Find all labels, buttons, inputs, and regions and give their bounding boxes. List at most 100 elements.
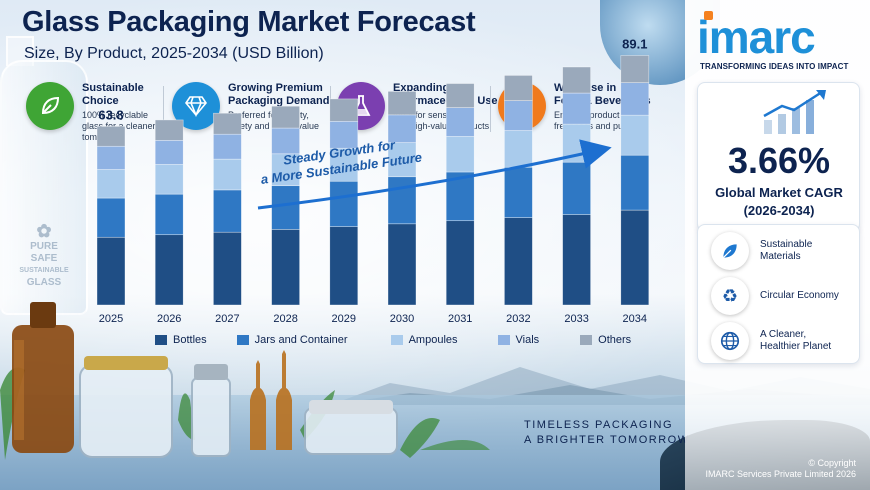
- x-tick-label-2025: 2025: [99, 313, 123, 325]
- bar-segment-ampoules-2027: [213, 158, 242, 191]
- bar-segment-others-2032: [504, 75, 533, 101]
- leaf-icon: [26, 82, 74, 130]
- bar-segment-others-2033: [562, 66, 591, 94]
- cagr-label-line-1: Global Market CAGR: [715, 185, 843, 200]
- bar-segment-bottles-2031: [445, 220, 475, 306]
- bar-segment-vials-2025: [96, 145, 126, 170]
- legend-swatch: [497, 335, 510, 345]
- cagr-label-line-2: (2026-2034): [743, 203, 815, 218]
- legend-label: Bottles: [173, 334, 207, 346]
- timeless-line-2: A BRIGHTER TOMORROW: [524, 434, 690, 446]
- bar-segment-vials-2032: [504, 100, 533, 131]
- bar-segment-jars-and-container-2025: [96, 197, 126, 238]
- bar-segment-vials-2033: [562, 92, 591, 125]
- bar-segment-bottles-2029: [329, 226, 359, 306]
- timeless-tagline: TIMELESS PACKAGING A BRIGHTER TOMORROW: [524, 418, 690, 448]
- bar-segment-bottles-2034: [620, 209, 650, 306]
- emblem-line-2: SAFE: [30, 253, 58, 264]
- bar-segment-ampoules-2031: [445, 136, 475, 173]
- bar-segment-others-2031: [445, 83, 475, 108]
- bar-segment-jars-and-container-2033: [562, 161, 591, 215]
- legend-label: Vials: [515, 334, 540, 346]
- glass-products-decoration: [0, 302, 490, 460]
- x-tick-label-2030: 2030: [390, 313, 414, 325]
- bar-segment-vials-2031: [445, 107, 475, 137]
- leaf-icon: [711, 232, 749, 270]
- copyright-line-2: IMARC Services Private Limited 2026: [705, 469, 856, 479]
- logo-dot-icon: [704, 11, 713, 20]
- bar-segment-others-2026: [154, 119, 184, 141]
- benefit-circular-economy: ♻ Circular Economy: [711, 277, 839, 315]
- bar-segment-ampoules-2032: [504, 130, 533, 168]
- leaf-icon: ✿: [36, 221, 52, 241]
- bar-segment-vials-2029: [329, 121, 359, 149]
- copyright-notice: © Copyright IMARC Services Private Limit…: [705, 458, 856, 480]
- bar-segment-ampoules-2034: [620, 114, 650, 156]
- x-tick-label-2033: 2033: [564, 313, 588, 325]
- bar-segment-ampoules-2029: [329, 147, 359, 182]
- growth-bars-icon: [763, 90, 826, 134]
- benefit-cleaner-planet: A Cleaner, Healthier Planet: [711, 322, 831, 360]
- bar-segment-others-2028: [271, 105, 300, 129]
- timeless-line-1: TIMELESS PACKAGING: [524, 419, 674, 431]
- bar-segment-others-2030: [387, 91, 417, 116]
- page-subtitle: Size, By Product, 2025-2034 (USD Billion…: [24, 45, 324, 62]
- imarc-logo: imarc: [697, 11, 816, 63]
- legend-item: Bottles: [155, 334, 207, 346]
- cagr-label: Global Market CAGR (2026-2034): [700, 184, 858, 220]
- legend-swatch: [580, 335, 593, 345]
- feature-divider: [490, 86, 491, 132]
- bar-segment-ampoules-2025: [96, 169, 126, 199]
- feature-title: Sustainable Choice: [82, 82, 144, 107]
- chart-legend: Bottles Jars and Container Ampoules Vial…: [155, 334, 661, 346]
- bar-segment-bottles-2027: [213, 231, 242, 306]
- x-tick-label-2031: 2031: [448, 313, 472, 325]
- emblem-line-3: SUSTAINABLE: [19, 267, 69, 274]
- legend-label: Ampoules: [408, 334, 458, 346]
- bar-segment-jars-and-container-2034: [620, 154, 650, 211]
- bar-segment-vials-2034: [620, 82, 650, 116]
- cagr-value: 3.66%: [727, 140, 831, 181]
- legend-swatch: [155, 335, 167, 345]
- benefit-label: Sustainable Materials: [760, 239, 813, 262]
- globe-icon: [711, 322, 749, 360]
- bar-segment-others-2034: [620, 55, 650, 83]
- bar-segment-bottles-2026: [154, 234, 184, 306]
- legend-item: Jars and Container: [236, 334, 348, 346]
- bar-segment-ampoules-2030: [387, 142, 417, 178]
- bar-segment-jars-and-container-2029: [329, 180, 359, 227]
- feature-title: Growing Premium Packaging Demand: [228, 82, 330, 107]
- bar-segment-others-2025: [96, 126, 126, 147]
- bar-segment-bottles-2033: [562, 214, 591, 306]
- bar-segment-bottles-2028: [271, 229, 300, 306]
- x-tick-label-2026: 2026: [157, 313, 181, 325]
- bar-segment-vials-2026: [154, 140, 184, 165]
- brand-tagline: TRANSFORMING IDEAS INTO IMPACT: [700, 62, 849, 71]
- bar-segment-jars-and-container-2030: [387, 176, 417, 225]
- bar-segment-vials-2027: [213, 133, 242, 160]
- legend-swatch: [236, 335, 249, 345]
- bar-segment-vials-2028: [271, 127, 300, 155]
- x-tick-label-2034: 2034: [623, 313, 647, 325]
- x-tick-label-2029: 2029: [332, 313, 356, 325]
- bar-segment-jars-and-container-2028: [271, 185, 300, 230]
- recycle-icon: ♻: [711, 277, 749, 315]
- bar-segment-ampoules-2026: [154, 164, 184, 195]
- page-title: Glass Packaging Market Forecast: [22, 6, 476, 38]
- feature-divider: [163, 86, 164, 132]
- data-label-total-2034: 89.1: [622, 37, 647, 52]
- copyright-line-1: © Copyright: [808, 458, 856, 468]
- bar-segment-bottles-2025: [96, 236, 126, 306]
- x-tick-label-2027: 2027: [215, 313, 239, 325]
- bar-segment-bottles-2030: [387, 223, 417, 306]
- legend-item: Others: [580, 334, 631, 346]
- benefit-label: A Cleaner, Healthier Planet: [760, 329, 832, 352]
- growth-trend-arrow: [257, 139, 612, 210]
- feature-description: Ideal for sensitive and high-value produc…: [393, 110, 490, 131]
- benefit-sustainable-materials: Sustainable Materials: [711, 232, 812, 270]
- emblem-line-1: PURE: [30, 241, 58, 252]
- x-tick-label-2028: 2028: [273, 313, 297, 325]
- bar-segment-others-2029: [329, 98, 359, 122]
- bar-segment-others-2027: [213, 112, 242, 135]
